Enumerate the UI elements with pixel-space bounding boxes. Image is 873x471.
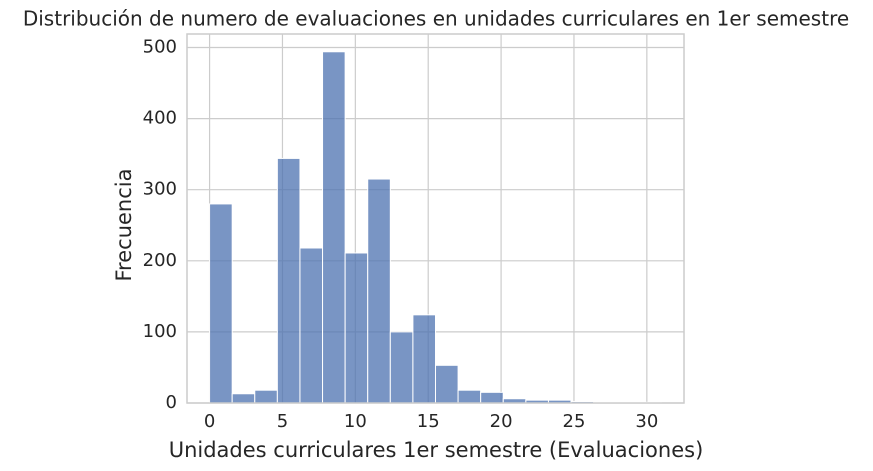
x-tick-label: 0 [204, 411, 215, 432]
bar [322, 51, 346, 404]
x-axis-label: Unidades curriculares 1er semestre (Eval… [169, 438, 704, 462]
x-tick-label: 30 [635, 411, 658, 432]
bar [435, 364, 459, 404]
y-tick-label: 0 [166, 392, 177, 413]
bar [389, 331, 414, 404]
bar [412, 314, 436, 404]
bar [367, 178, 391, 404]
y-tick-label: 300 [143, 179, 177, 200]
x-tick-label: 20 [490, 411, 513, 432]
y-axis-label: Frecuencia [112, 169, 136, 282]
bar [209, 203, 233, 404]
x-tick-label: 15 [417, 411, 440, 432]
bar [276, 157, 301, 404]
bar [344, 252, 369, 404]
chart-title: Distribución de numero de evaluaciones e… [23, 7, 849, 31]
bar [231, 393, 256, 404]
y-tick-label: 100 [143, 321, 177, 342]
x-tick-label: 10 [344, 411, 367, 432]
y-tick-label: 200 [143, 250, 177, 271]
y-tick-label: 500 [143, 37, 177, 58]
x-tick-label: 5 [277, 411, 288, 432]
bar [480, 391, 504, 404]
bar [299, 247, 324, 404]
plot-frame [186, 33, 685, 404]
x-tick-label: 25 [563, 411, 586, 432]
bar [457, 389, 482, 404]
bar [254, 389, 278, 404]
y-tick-label: 400 [143, 108, 177, 129]
